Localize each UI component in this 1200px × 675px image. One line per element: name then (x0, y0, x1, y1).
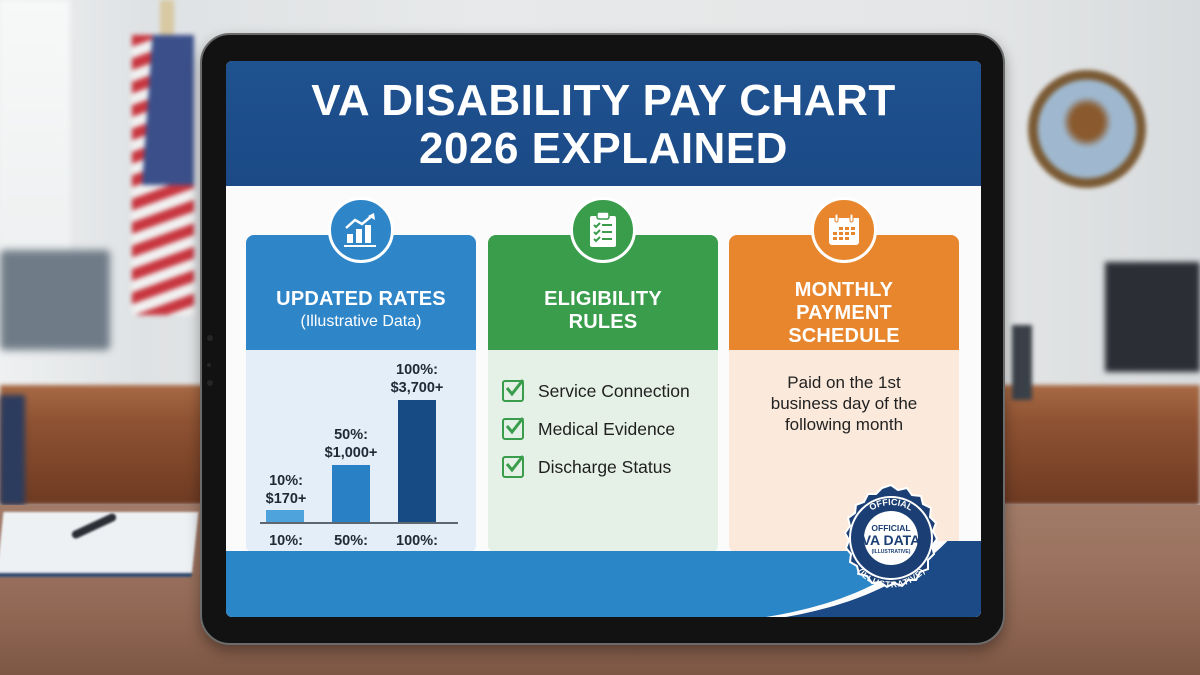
card-payment-schedule: MONTHLY PAYMENT SCHEDULE Paid on the 1st… (729, 197, 959, 553)
card-body: Paid on the 1st business day of the foll… (729, 350, 959, 553)
tablet-sensor (207, 363, 211, 367)
office-chair (0, 395, 25, 505)
page-title-line1: VA DISABILITY PAY CHART (311, 76, 896, 125)
card-updated-rates: UPDATED RATES (Illustrative Data) 10%: $… (246, 197, 476, 553)
card-body: Service Connection Medical Evidence Disc… (488, 350, 718, 553)
x-tick-label: 10%: (269, 533, 303, 549)
list-item: Discharge Status (502, 448, 690, 486)
background-monitor (1105, 262, 1200, 372)
tablet-sensor (207, 380, 213, 386)
bar-10-percent (266, 510, 304, 523)
bar-100-percent (398, 400, 436, 523)
va-wall-seal (1028, 70, 1146, 188)
list-item: Medical Evidence (502, 410, 690, 448)
card-title: ELIGIBILITY RULES (544, 288, 662, 333)
card-header: UPDATED RATES (Illustrative Data) (246, 197, 476, 350)
x-tick-label: 100%: (396, 533, 438, 549)
data-label: 100%: $3,700+ (390, 362, 444, 396)
title-banner: VA DISABILITY PAY CHART 2026 EXPLAINED (226, 61, 981, 186)
card-eligibility-rules: ELIGIBILITY RULES Service Connection (488, 197, 718, 553)
svg-text:VA DATA: VA DATA (862, 532, 921, 548)
x-axis (260, 522, 458, 524)
bar-chart-trend-icon (328, 197, 394, 263)
svg-text:OFFICIAL: OFFICIAL (871, 523, 910, 533)
data-label: 50%: $1,000+ (324, 427, 378, 461)
clipboard-checklist-icon (570, 197, 636, 263)
svg-text:(ILLUSTRATIVE): (ILLUSTRATIVE) (872, 549, 911, 555)
checkbox-checked-icon (502, 379, 525, 402)
card-body: 10%: $170+ 50%: $1,000+ 100%: $3,700+ 10… (246, 350, 476, 553)
checkbox-checked-icon (502, 417, 525, 440)
svg-text:OFFICIAL: OFFICIAL (868, 497, 915, 513)
card-title: MONTHLY PAYMENT SCHEDULE (788, 279, 900, 347)
tablet-screen: VA DISABILITY PAY CHART 2026 EXPLAINED U… (226, 61, 981, 617)
bar-50-percent (332, 465, 370, 523)
list-item: Service Connection (502, 372, 690, 410)
card-subtitle: (Illustrative Data) (300, 313, 422, 330)
payment-schedule-text: Paid on the 1st business day of the foll… (770, 373, 918, 434)
tablet-sensor (207, 335, 213, 341)
card-title: UPDATED RATES (276, 288, 446, 310)
calendar-icon (811, 197, 877, 263)
rates-bar-chart: 10%: $170+ 50%: $1,000+ 100%: $3,700+ 10… (246, 350, 476, 553)
background-monitor (0, 250, 110, 350)
card-header: MONTHLY PAYMENT SCHEDULE (729, 197, 959, 350)
page-title-line2: 2026 EXPLAINED (419, 124, 788, 173)
eligibility-list: Service Connection Medical Evidence Disc… (502, 372, 690, 486)
card-header: ELIGIBILITY RULES (488, 197, 718, 350)
american-flag (132, 35, 194, 315)
x-tick-label: 50%: (334, 533, 368, 549)
tablet-device: VA DISABILITY PAY CHART 2026 EXPLAINED U… (200, 33, 1005, 645)
flag-pole (160, 0, 174, 40)
official-va-data-seal: OFFICIAL (ILLUSTRATIVE) OFFICIAL VA DATA… (843, 483, 939, 590)
checkbox-checked-icon (502, 455, 525, 478)
pen-cup (1012, 325, 1032, 400)
data-label: 10%: $170+ (265, 473, 307, 507)
